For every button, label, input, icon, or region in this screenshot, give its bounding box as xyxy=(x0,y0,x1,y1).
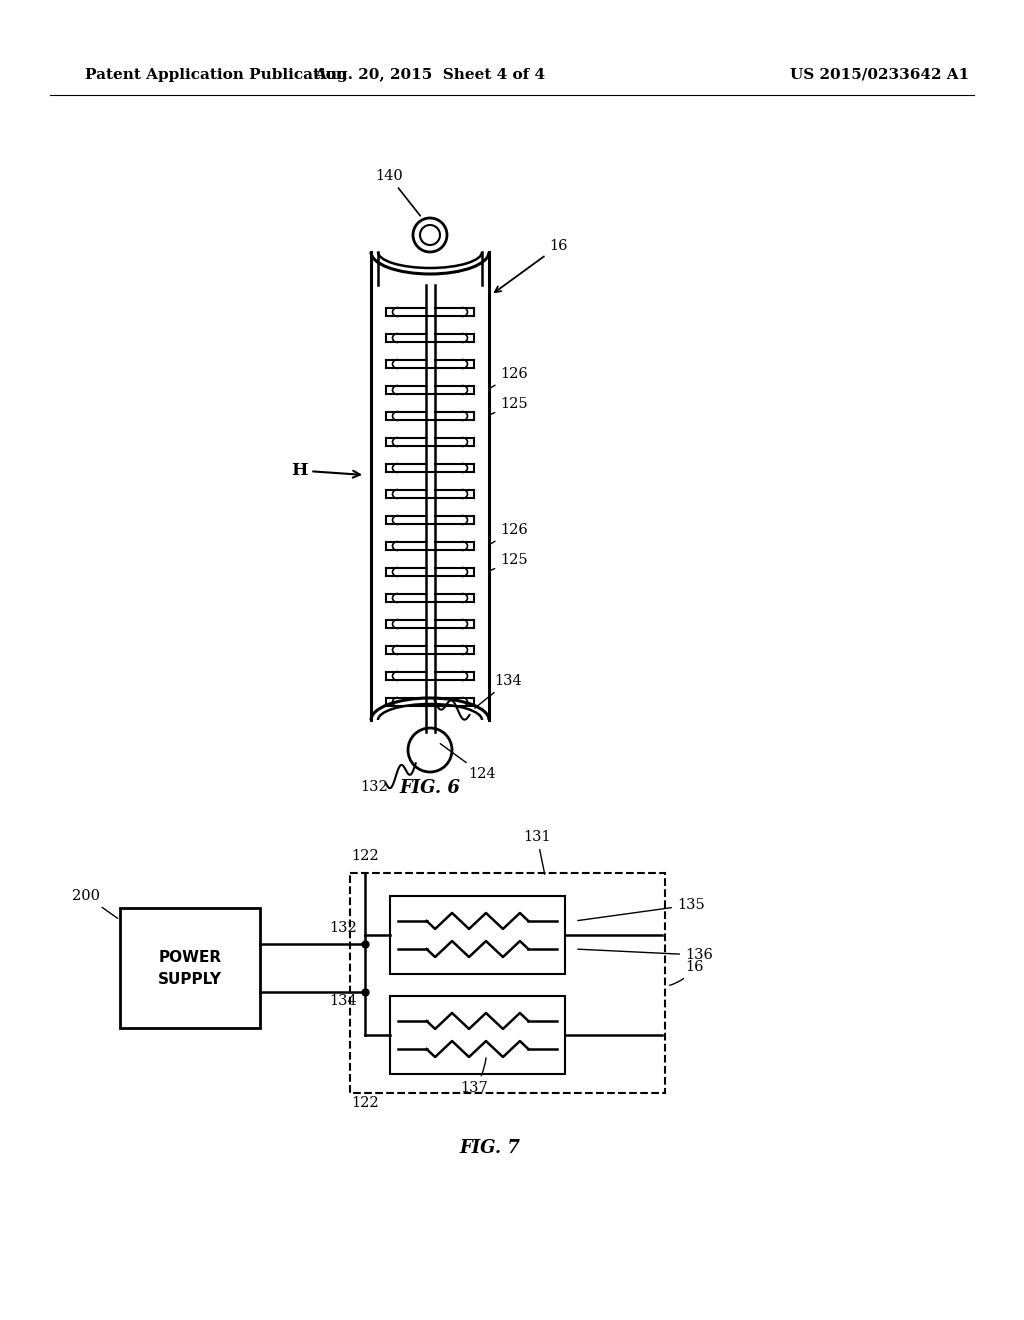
Text: Patent Application Publication: Patent Application Publication xyxy=(85,69,347,82)
Text: 16: 16 xyxy=(495,239,567,292)
Text: 126: 126 xyxy=(489,367,527,388)
Text: Aug. 20, 2015  Sheet 4 of 4: Aug. 20, 2015 Sheet 4 of 4 xyxy=(314,69,546,82)
Text: 200: 200 xyxy=(72,888,118,919)
Text: 125: 125 xyxy=(489,397,527,414)
Text: 136: 136 xyxy=(578,948,713,962)
Text: H: H xyxy=(291,462,359,479)
Text: FIG. 7: FIG. 7 xyxy=(460,1139,520,1158)
Text: 125: 125 xyxy=(489,553,527,570)
Text: 131: 131 xyxy=(523,830,551,874)
Bar xyxy=(390,896,565,974)
Bar xyxy=(390,997,565,1074)
Bar xyxy=(120,908,260,1028)
Text: 140: 140 xyxy=(375,169,420,215)
Text: 126: 126 xyxy=(489,523,527,545)
Text: US 2015/0233642 A1: US 2015/0233642 A1 xyxy=(790,69,970,82)
Text: 132: 132 xyxy=(360,780,388,795)
Text: 134: 134 xyxy=(475,675,522,709)
Text: 122: 122 xyxy=(351,1096,379,1110)
Text: 124: 124 xyxy=(440,743,496,781)
Text: 16: 16 xyxy=(670,960,703,985)
Text: 137: 137 xyxy=(460,1057,487,1096)
Text: FIG. 6: FIG. 6 xyxy=(399,779,461,797)
Text: 122: 122 xyxy=(351,849,379,863)
Text: SUPPLY: SUPPLY xyxy=(158,973,222,987)
Text: POWER: POWER xyxy=(159,950,221,965)
Text: 132: 132 xyxy=(329,921,357,935)
Text: 134: 134 xyxy=(329,994,357,1008)
Text: 135: 135 xyxy=(578,898,705,920)
Bar xyxy=(350,873,665,1093)
